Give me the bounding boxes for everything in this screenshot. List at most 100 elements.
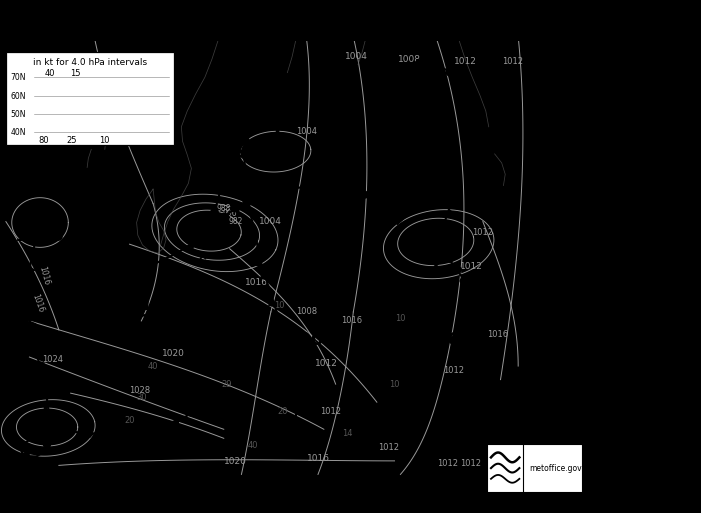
Text: 1012: 1012	[502, 57, 523, 66]
Circle shape	[270, 188, 280, 196]
Text: 1012: 1012	[460, 262, 482, 271]
Circle shape	[433, 62, 444, 70]
Text: 1016: 1016	[487, 330, 508, 339]
Polygon shape	[239, 140, 246, 147]
Circle shape	[28, 435, 36, 441]
Polygon shape	[240, 99, 247, 106]
Polygon shape	[249, 233, 257, 241]
Polygon shape	[412, 60, 419, 66]
Circle shape	[460, 277, 470, 285]
Polygon shape	[447, 209, 454, 214]
Circle shape	[43, 442, 51, 448]
Circle shape	[456, 76, 467, 85]
Text: H: H	[133, 295, 149, 314]
Circle shape	[440, 221, 449, 227]
Polygon shape	[259, 273, 266, 280]
Text: 998: 998	[261, 146, 299, 164]
Polygon shape	[125, 271, 134, 277]
Circle shape	[359, 191, 369, 199]
Text: 1008: 1008	[296, 307, 317, 317]
Polygon shape	[417, 195, 424, 202]
Text: 1016: 1016	[306, 454, 329, 463]
Circle shape	[267, 90, 276, 97]
Circle shape	[447, 196, 456, 203]
Polygon shape	[238, 72, 245, 80]
Circle shape	[345, 186, 355, 194]
Text: 1012: 1012	[461, 459, 482, 468]
Polygon shape	[271, 313, 279, 320]
Circle shape	[475, 325, 485, 333]
Polygon shape	[74, 283, 83, 288]
Polygon shape	[32, 333, 39, 340]
Polygon shape	[241, 193, 248, 200]
Circle shape	[256, 192, 266, 201]
Text: 1012: 1012	[472, 228, 494, 238]
Polygon shape	[430, 160, 437, 166]
Circle shape	[330, 184, 341, 192]
Polygon shape	[104, 433, 112, 439]
Text: 1004: 1004	[259, 217, 283, 226]
Text: 1008: 1008	[287, 331, 337, 349]
Text: L: L	[41, 403, 53, 422]
Circle shape	[449, 171, 458, 177]
Circle shape	[228, 160, 237, 167]
Text: L: L	[306, 313, 318, 332]
Polygon shape	[156, 425, 163, 431]
Text: 1016: 1016	[411, 331, 461, 349]
Text: L: L	[273, 128, 286, 147]
Text: 1012: 1012	[437, 459, 458, 468]
Circle shape	[420, 57, 430, 66]
Polygon shape	[217, 197, 224, 203]
Polygon shape	[243, 207, 250, 214]
Circle shape	[390, 215, 400, 224]
Polygon shape	[142, 266, 149, 271]
Circle shape	[471, 300, 482, 308]
Polygon shape	[29, 267, 36, 273]
Polygon shape	[187, 411, 194, 418]
Polygon shape	[238, 152, 245, 160]
Polygon shape	[290, 393, 297, 400]
Polygon shape	[236, 58, 244, 66]
Text: 1008: 1008	[411, 240, 461, 258]
Polygon shape	[235, 45, 243, 52]
Text: 1016: 1016	[37, 265, 51, 286]
Polygon shape	[210, 221, 217, 227]
Text: 70N: 70N	[11, 73, 26, 82]
Text: 30: 30	[136, 393, 147, 402]
Polygon shape	[246, 221, 254, 228]
Circle shape	[230, 204, 240, 212]
Polygon shape	[28, 293, 35, 300]
Polygon shape	[91, 280, 100, 285]
Text: 20: 20	[124, 416, 135, 425]
Polygon shape	[240, 113, 247, 120]
Text: 1012: 1012	[315, 359, 339, 368]
Text: 1016: 1016	[31, 292, 46, 313]
Polygon shape	[240, 126, 247, 133]
Polygon shape	[288, 379, 296, 386]
Text: 1002: 1002	[22, 420, 72, 438]
Polygon shape	[238, 167, 245, 173]
Text: 1016: 1016	[245, 278, 268, 287]
Circle shape	[472, 338, 482, 346]
Polygon shape	[39, 361, 46, 367]
Polygon shape	[69, 431, 76, 437]
Polygon shape	[450, 159, 457, 165]
Text: 1008: 1008	[397, 54, 421, 64]
Text: 20: 20	[278, 407, 288, 416]
Polygon shape	[453, 184, 458, 189]
Text: 1020: 1020	[224, 457, 247, 466]
Polygon shape	[47, 401, 54, 407]
Text: H: H	[428, 313, 444, 332]
Text: 14: 14	[342, 429, 353, 438]
Text: 80: 80	[39, 136, 50, 145]
Circle shape	[445, 69, 456, 77]
Polygon shape	[172, 252, 179, 258]
Polygon shape	[429, 122, 436, 128]
Text: in kt for 4.0 hPa intervals: in kt for 4.0 hPa intervals	[33, 58, 147, 67]
Polygon shape	[200, 233, 207, 239]
Polygon shape	[267, 301, 275, 308]
Polygon shape	[428, 172, 435, 178]
Text: 982: 982	[229, 217, 243, 226]
Text: 60N: 60N	[11, 92, 26, 101]
Polygon shape	[426, 109, 433, 115]
